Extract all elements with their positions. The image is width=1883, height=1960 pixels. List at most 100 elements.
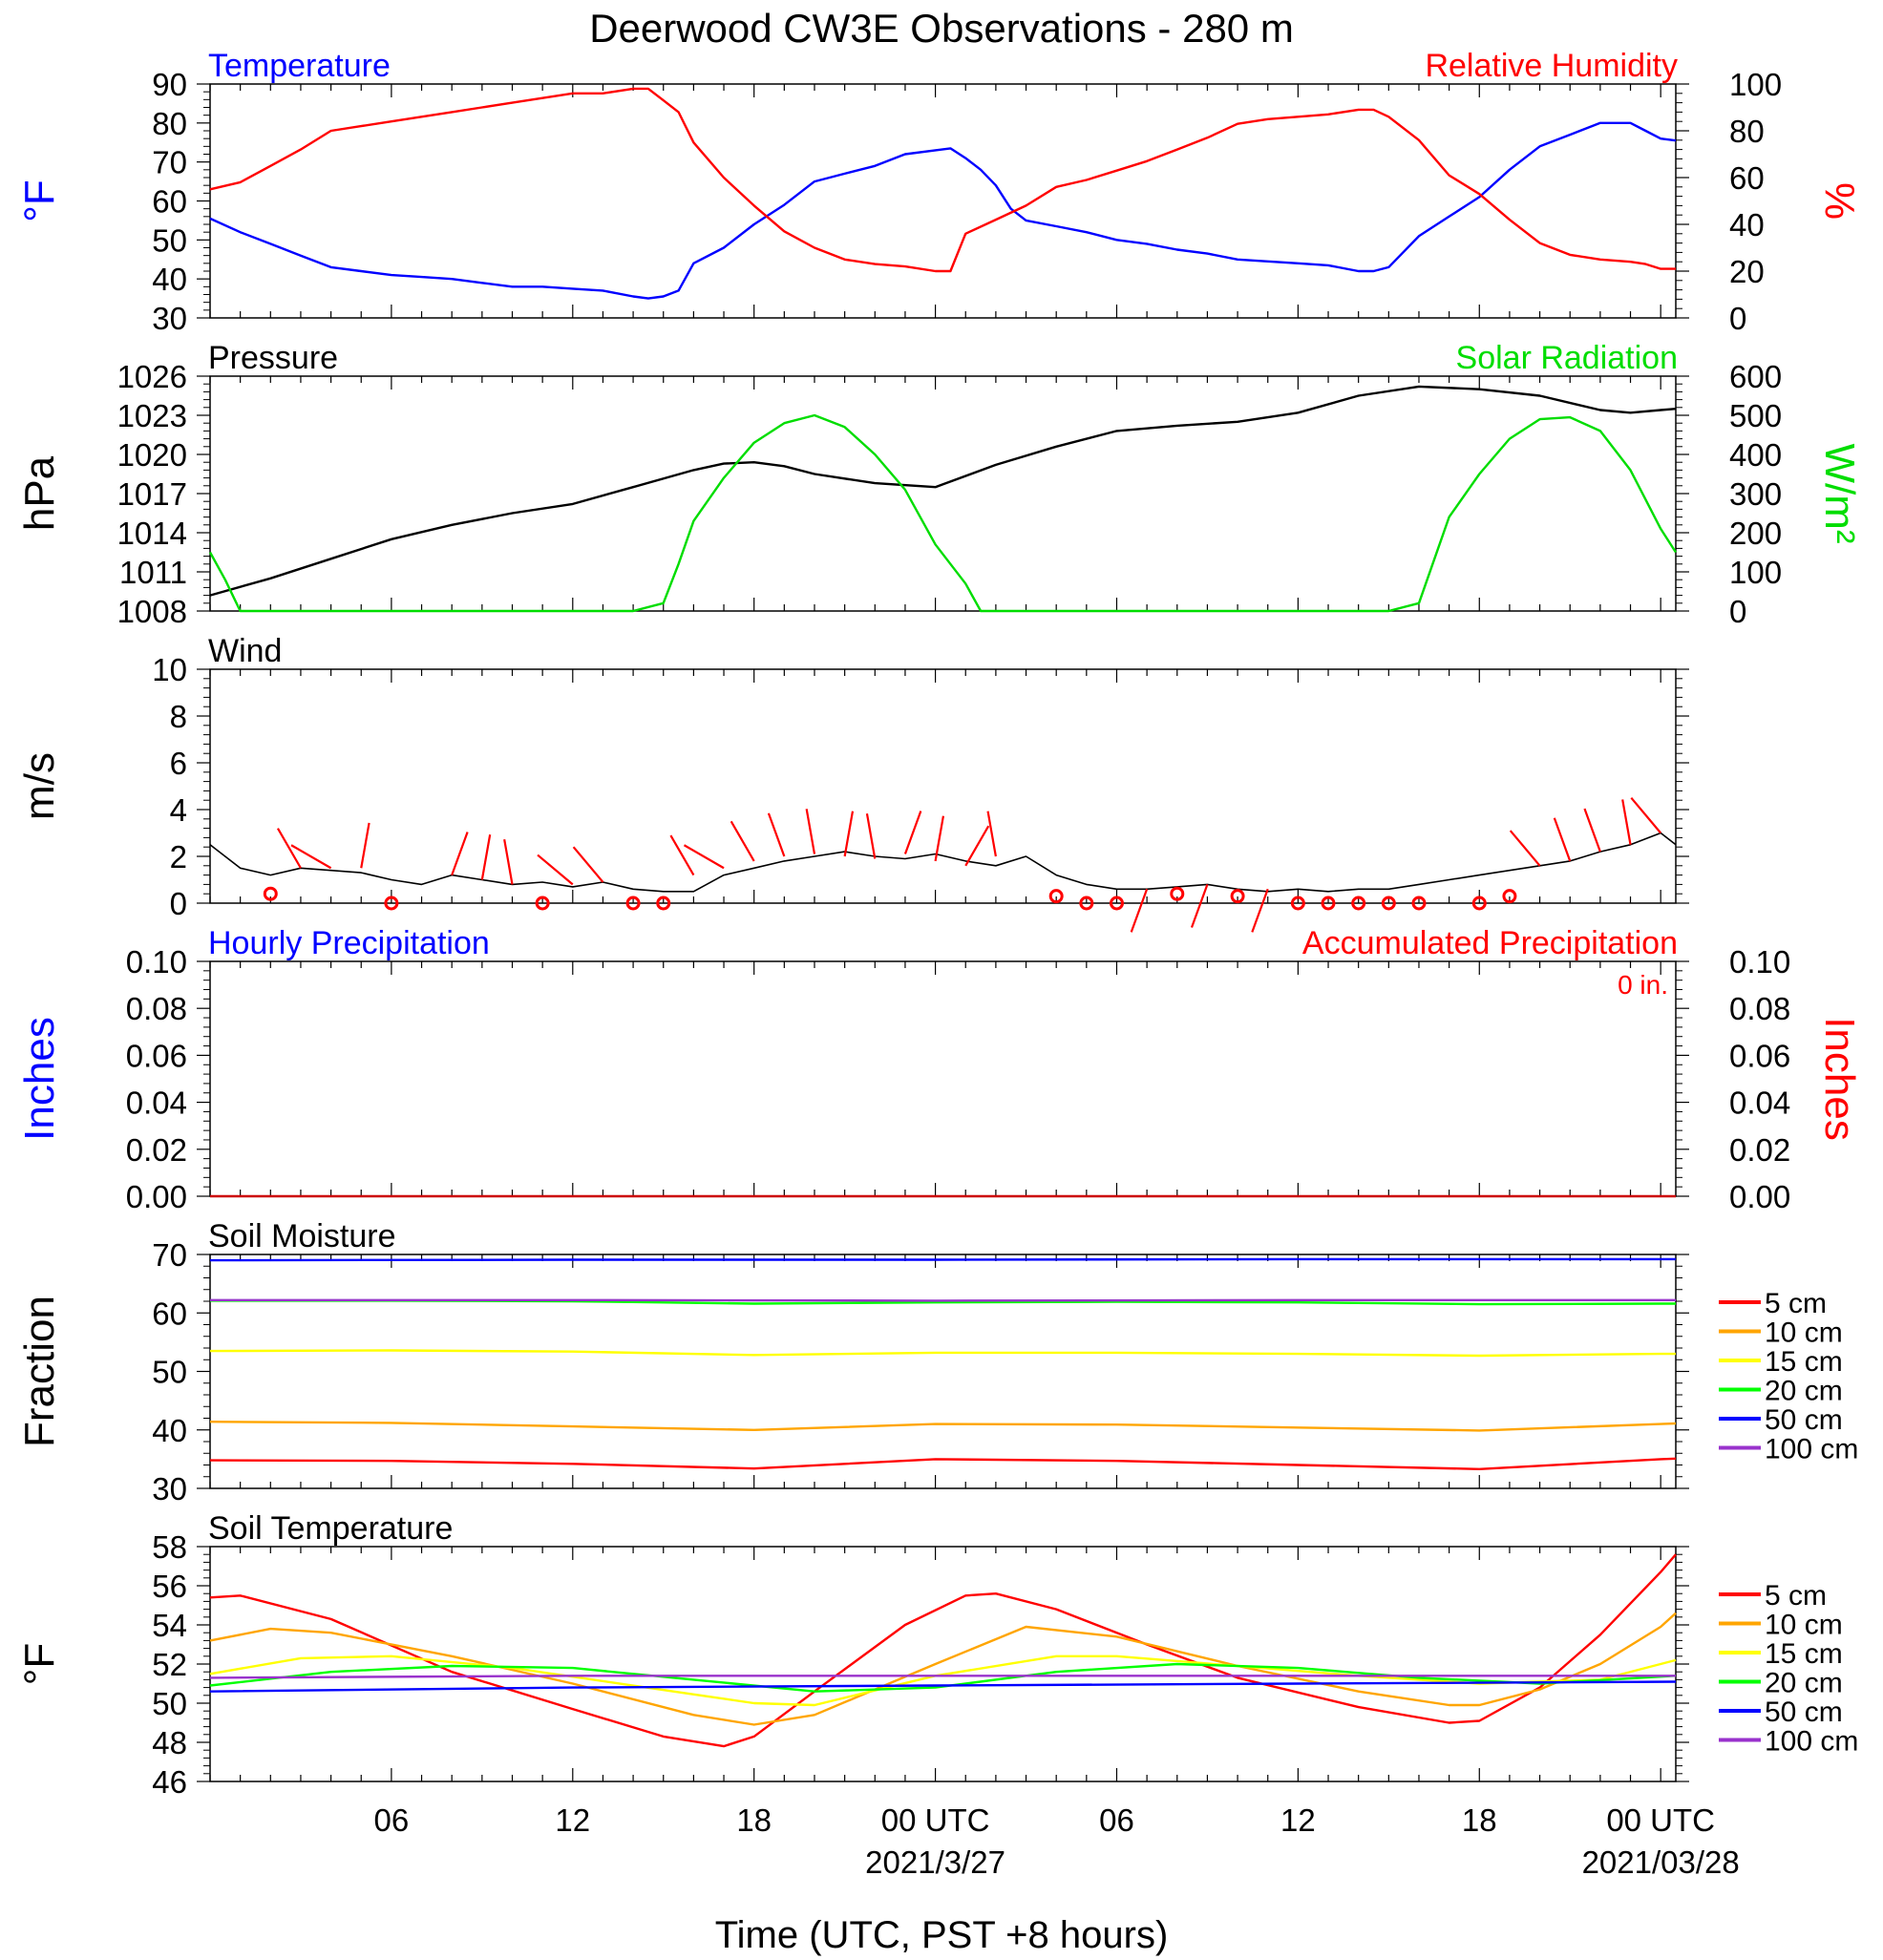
y-tick-label-right: 600 xyxy=(1729,359,1782,394)
calm-marker xyxy=(656,896,671,911)
calm-marker xyxy=(1471,896,1487,911)
wind-barb xyxy=(276,828,302,869)
legend-label: 10 cm xyxy=(1765,1610,1843,1641)
wind-barb xyxy=(805,809,816,854)
panel-title-left: Soil Temperature xyxy=(208,1510,453,1547)
plot-frame xyxy=(209,668,1677,904)
y-tick-label: 60 xyxy=(152,184,187,220)
y-tick-label: 1026 xyxy=(117,359,187,394)
legend-label: 100 cm xyxy=(1765,1434,1858,1465)
y-tick-label: 46 xyxy=(152,1764,187,1800)
wind-barb xyxy=(1130,888,1149,933)
series-10-cm xyxy=(209,1612,1677,1726)
y-axis-label: m/s xyxy=(16,752,63,820)
wind-barb xyxy=(903,811,922,854)
x-tick-label: 12 xyxy=(1280,1802,1316,1838)
wind-barb xyxy=(290,844,332,870)
y-tick-label-right: 0.06 xyxy=(1729,1038,1790,1073)
y-tick-label: 80 xyxy=(152,106,187,141)
wind-barb xyxy=(537,854,574,886)
calm-marker xyxy=(384,896,399,911)
plot-frame xyxy=(209,83,1677,319)
series-15-cm xyxy=(209,1349,1676,1358)
y-tick-label: 50 xyxy=(152,222,187,258)
wind-barb xyxy=(767,812,786,857)
y-tick-label: 90 xyxy=(152,67,187,102)
wind-barb xyxy=(683,844,725,870)
legend-label: 5 cm xyxy=(1765,1288,1827,1319)
panel-title-right: Solar Radiation xyxy=(1456,340,1678,376)
series-5-cm xyxy=(209,1553,1677,1748)
x-tick-label: 12 xyxy=(555,1802,590,1838)
y-tick-label-right: 400 xyxy=(1729,437,1782,473)
series-100-cm xyxy=(210,1298,1676,1302)
calm-marker xyxy=(1381,896,1396,911)
wind-barb xyxy=(1630,797,1662,834)
plot-frame xyxy=(209,1546,1677,1782)
calm-marker xyxy=(1109,896,1124,911)
y-tick-label: 48 xyxy=(152,1725,187,1760)
y-tick-label-right: 100 xyxy=(1729,555,1782,590)
panel-title-left: Hourly Precipitation xyxy=(208,925,490,961)
y-axis-label: °F xyxy=(16,1643,63,1685)
legend-label: 50 cm xyxy=(1765,1404,1843,1436)
x-tick-label: 06 xyxy=(374,1802,410,1838)
wind-barb xyxy=(934,815,945,862)
y-axis-label-right: Inches xyxy=(1816,1017,1863,1141)
y-tick-label: 6 xyxy=(170,746,187,781)
series-temperature xyxy=(209,121,1677,300)
y-tick-label-right: 60 xyxy=(1729,160,1765,196)
series-10-cm xyxy=(209,1420,1677,1432)
wind-barb xyxy=(1583,808,1601,853)
y-axis-label: Fraction xyxy=(16,1296,63,1447)
y-tick-label: 70 xyxy=(152,145,187,180)
series-solar-radiation xyxy=(208,413,1678,613)
figure-title: Deerwood CW3E Observations - 280 m xyxy=(589,6,1294,51)
x-tick-label: 00 UTC xyxy=(881,1802,990,1838)
x-tick-label: 18 xyxy=(736,1802,772,1838)
series-100-cm xyxy=(209,1675,1676,1679)
legend-label: 5 cm xyxy=(1765,1580,1827,1612)
x-tick-label: 18 xyxy=(1462,1802,1497,1838)
y-tick-label-right: 0.10 xyxy=(1729,944,1790,980)
plot-frame xyxy=(209,1254,1677,1489)
y-tick-label: 0.08 xyxy=(126,991,187,1026)
wind-barb xyxy=(480,834,492,880)
series-5-cm xyxy=(209,1457,1677,1471)
y-tick-label-right: 0.02 xyxy=(1729,1132,1790,1168)
y-tick-label: 1017 xyxy=(117,476,187,512)
y-tick-label-right: 0.08 xyxy=(1729,991,1790,1026)
y-tick-label: 1023 xyxy=(117,398,187,433)
y-tick-label: 0.02 xyxy=(126,1132,187,1168)
x-date-label: 2021/3/27 xyxy=(865,1844,1005,1880)
y-tick-label: 30 xyxy=(152,301,187,336)
legend-label: 20 cm xyxy=(1765,1668,1843,1699)
wind-barb xyxy=(360,822,370,869)
series-50-cm xyxy=(209,1257,1676,1262)
wind-barb xyxy=(503,838,514,885)
y-tick-label: 10 xyxy=(152,652,187,687)
panel-title-left: Temperature xyxy=(208,48,391,84)
y-tick-label: 8 xyxy=(170,699,187,734)
y-tick-label: 54 xyxy=(152,1608,187,1643)
panel-title-left: Soil Moisture xyxy=(208,1218,396,1254)
y-tick-label: 40 xyxy=(152,262,187,297)
y-axis-label-right: % xyxy=(1816,182,1863,220)
y-tick-label: 1008 xyxy=(117,594,187,629)
series-wind-speed xyxy=(209,832,1677,893)
wind-barb xyxy=(964,825,990,867)
y-tick-label-right: 80 xyxy=(1729,114,1765,149)
x-tick-label: 06 xyxy=(1099,1802,1134,1838)
calm-marker xyxy=(1230,889,1245,904)
panel-title-right: Accumulated Precipitation xyxy=(1302,925,1678,961)
calm-marker xyxy=(1079,896,1094,911)
y-tick-label-right: 200 xyxy=(1729,516,1782,551)
calm-marker xyxy=(1048,889,1064,904)
y-tick-label-right: 300 xyxy=(1729,476,1782,512)
y-tick-label: 52 xyxy=(152,1647,187,1682)
